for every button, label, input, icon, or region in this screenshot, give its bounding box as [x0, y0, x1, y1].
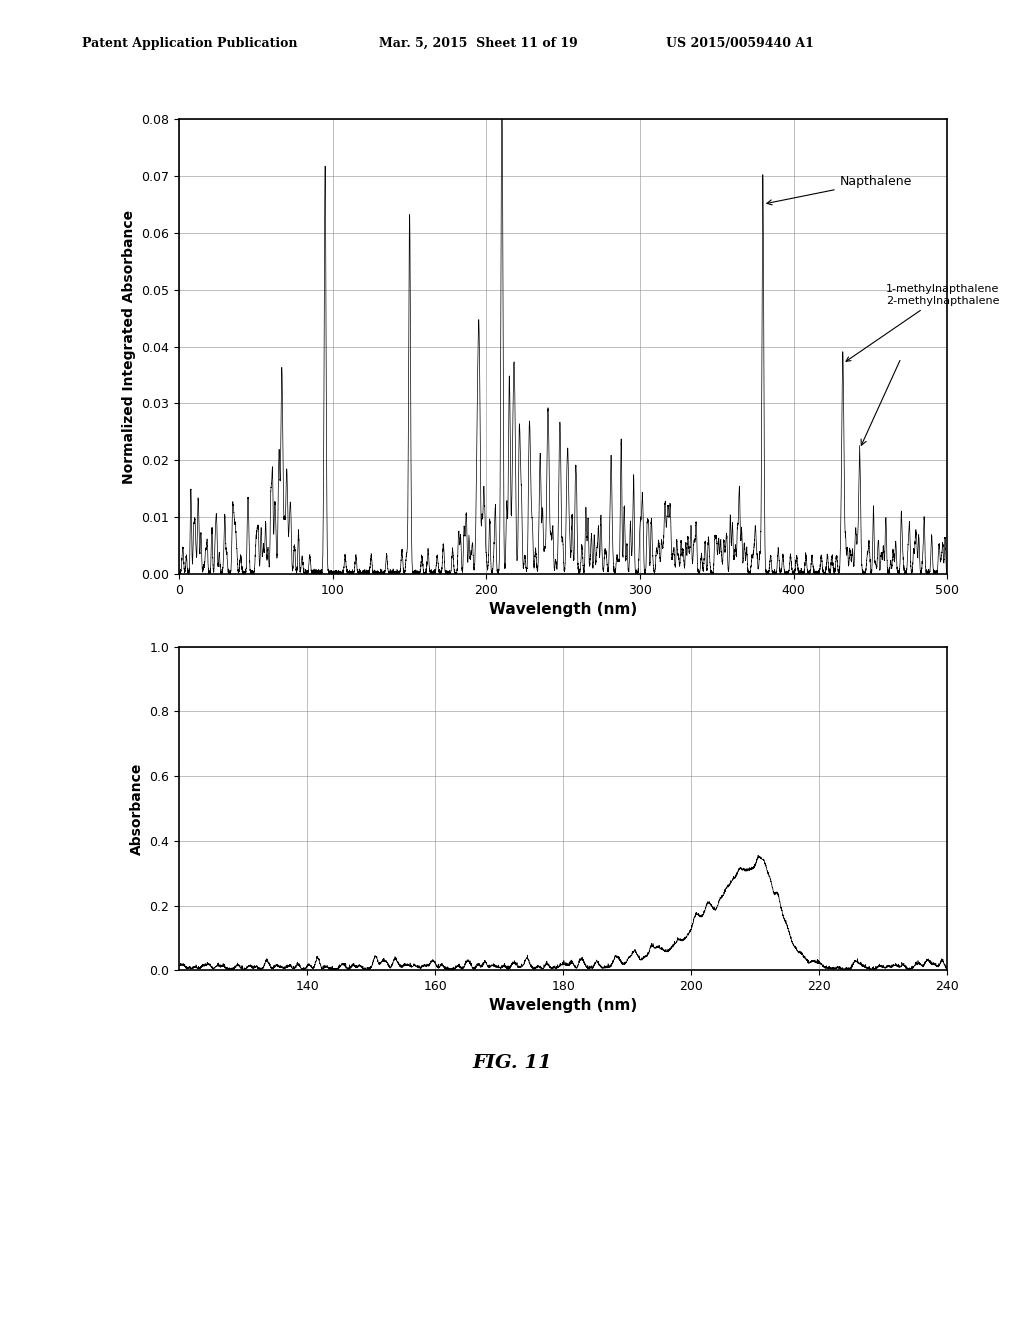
Text: Napthalene: Napthalene	[767, 176, 912, 205]
Y-axis label: Absorbance: Absorbance	[130, 763, 144, 854]
X-axis label: Wavelength (nm): Wavelength (nm)	[489, 602, 637, 618]
Text: Patent Application Publication: Patent Application Publication	[82, 37, 297, 50]
X-axis label: Wavelength (nm): Wavelength (nm)	[489, 998, 637, 1014]
Text: US 2015/0059440 A1: US 2015/0059440 A1	[666, 37, 813, 50]
Y-axis label: Normalized Integrated Absorbance: Normalized Integrated Absorbance	[122, 210, 136, 483]
Text: 1-methylnapthalene
2-methylnapthalene: 1-methylnapthalene 2-methylnapthalene	[846, 285, 999, 362]
Text: Mar. 5, 2015  Sheet 11 of 19: Mar. 5, 2015 Sheet 11 of 19	[379, 37, 578, 50]
Text: FIG. 11: FIG. 11	[472, 1053, 552, 1072]
